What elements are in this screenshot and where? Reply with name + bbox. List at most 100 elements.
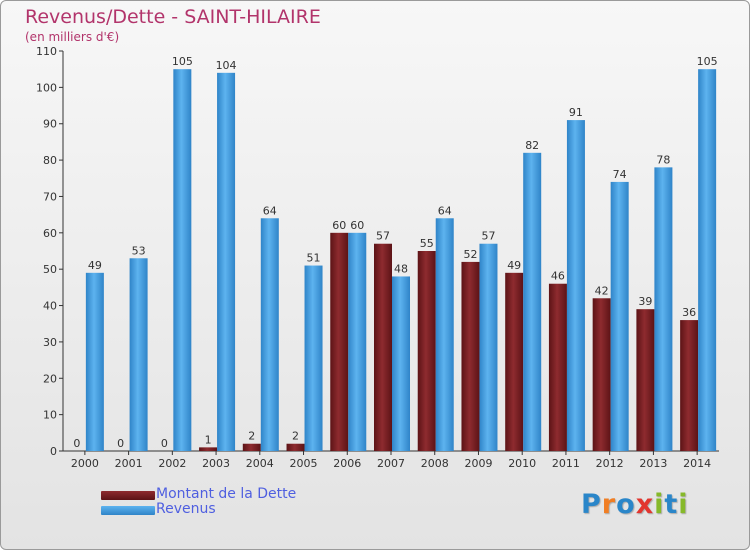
x-tick-label: 2006 — [333, 457, 361, 470]
data-label-debt-2005: 2 — [292, 430, 299, 443]
data-label-revenue-2001: 53 — [132, 244, 146, 257]
y-tick-label: 10 — [43, 409, 57, 422]
legend-label-revenue: Revenus — [156, 501, 216, 517]
bar-debt-2011 — [548, 283, 567, 451]
bar-debt-2009 — [461, 261, 480, 451]
data-label-debt-2004: 2 — [248, 430, 255, 443]
bar-debt-2007 — [374, 243, 392, 451]
y-tick-label: 70 — [43, 190, 57, 203]
bar-revenue-2001 — [129, 258, 148, 451]
x-tick-label: 2008 — [421, 457, 449, 470]
y-tick-label: 0 — [50, 445, 57, 458]
data-label-debt-2009: 52 — [463, 248, 477, 261]
logo-letter: i — [678, 489, 689, 520]
data-label-debt-2010: 49 — [507, 259, 521, 272]
data-label-revenue-2006: 60 — [350, 219, 364, 232]
data-label-debt-2002: 0 — [161, 437, 168, 450]
logo-letter: t — [664, 489, 679, 520]
proxiti-logo: Proxiti — [581, 489, 689, 520]
bar-debt-2014 — [680, 320, 699, 451]
x-tick-label: 2005 — [290, 457, 318, 470]
x-tick-label: 2000 — [71, 457, 99, 470]
x-tick-label: 2013 — [639, 457, 667, 470]
y-tick-label: 110 — [36, 45, 57, 58]
data-label-debt-2012: 42 — [595, 284, 609, 297]
data-label-revenue-2003: 104 — [216, 59, 237, 72]
x-tick-label: 2009 — [464, 457, 492, 470]
bar-revenue-2011 — [566, 120, 585, 451]
bar-revenue-2013 — [654, 167, 673, 451]
bar-debt-2012 — [592, 298, 611, 451]
bar-revenue-2003 — [217, 72, 236, 452]
bar-revenue-2009 — [479, 243, 498, 451]
logo-letter: o — [616, 489, 636, 520]
y-tick-label: 30 — [43, 336, 57, 349]
bar-revenue-2008 — [435, 218, 454, 451]
logo-letter: x — [635, 489, 655, 520]
data-label-debt-2000: 0 — [73, 437, 80, 450]
data-label-revenue-2004: 64 — [263, 204, 277, 217]
bar-revenue-2002 — [173, 69, 192, 451]
bar-revenue-2007 — [392, 276, 410, 451]
y-tick-label: 40 — [43, 300, 57, 313]
y-tick-label: 100 — [36, 81, 57, 94]
data-label-revenue-2011: 91 — [569, 106, 583, 119]
legend-label-debt: Montant de la Dette — [156, 486, 297, 502]
data-label-debt-2011: 46 — [551, 270, 565, 283]
x-tick-label: 2011 — [552, 457, 580, 470]
data-label-revenue-2010: 82 — [525, 139, 539, 152]
data-label-revenue-2013: 78 — [656, 153, 670, 166]
x-tick-label: 2004 — [246, 457, 274, 470]
y-tick-label: 80 — [43, 154, 57, 167]
bar-debt-2005 — [286, 443, 305, 451]
bar-debt-2010 — [505, 272, 524, 451]
bar-debt-2006 — [330, 232, 349, 451]
logo-letter: r — [601, 489, 617, 520]
chart-subtitle: (en milliers d'€) — [25, 30, 120, 44]
y-tick-label: 50 — [43, 263, 57, 276]
data-label-revenue-2008: 64 — [438, 204, 452, 217]
bar-revenue-2004 — [260, 218, 279, 451]
data-label-debt-2001: 0 — [117, 437, 124, 450]
data-label-debt-2013: 39 — [638, 295, 652, 308]
data-label-revenue-2000: 49 — [88, 259, 102, 272]
data-label-revenue-2007: 48 — [394, 262, 408, 275]
data-label-debt-2008: 55 — [420, 237, 434, 250]
data-label-revenue-2012: 74 — [613, 168, 627, 181]
bar-revenue-2006 — [348, 232, 367, 451]
x-tick-label: 2001 — [115, 457, 143, 470]
data-label-revenue-2014: 105 — [697, 55, 718, 68]
bar-revenue-2010 — [523, 152, 542, 451]
bar-debt-2008 — [417, 251, 436, 451]
bar-revenue-2000 — [85, 272, 104, 451]
bar-revenue-2005 — [304, 265, 323, 451]
legend-swatch-debt — [101, 491, 155, 500]
y-tick-label: 20 — [43, 372, 57, 385]
bar-revenue-2012 — [610, 181, 629, 451]
y-tick-label: 90 — [43, 118, 57, 131]
bar-debt-2004 — [242, 443, 261, 451]
data-label-debt-2006: 60 — [332, 219, 346, 232]
data-label-revenue-2005: 51 — [307, 252, 321, 265]
data-label-debt-2014: 36 — [682, 306, 696, 319]
x-tick-label: 2014 — [683, 457, 711, 470]
x-tick-label: 2010 — [508, 457, 536, 470]
data-label-revenue-2002: 105 — [172, 55, 193, 68]
data-label-debt-2003: 1 — [205, 433, 212, 446]
x-tick-label: 2003 — [202, 457, 230, 470]
bar-debt-2013 — [636, 309, 655, 451]
x-tick-label: 2012 — [596, 457, 624, 470]
bar-debt-2003 — [199, 447, 218, 451]
data-label-revenue-2009: 57 — [481, 230, 495, 243]
chart-title: Revenus/Dette - SAINT-HILAIRE — [25, 6, 321, 28]
logo-letter: P — [581, 489, 602, 520]
x-tick-label: 2002 — [158, 457, 186, 470]
y-tick-label: 60 — [43, 227, 57, 240]
data-label-debt-2007: 57 — [376, 230, 390, 243]
bar-revenue-2014 — [698, 69, 717, 451]
x-tick-label: 2007 — [377, 457, 405, 470]
legend-swatch-revenue — [101, 506, 155, 515]
logo-letter: i — [654, 489, 665, 520]
